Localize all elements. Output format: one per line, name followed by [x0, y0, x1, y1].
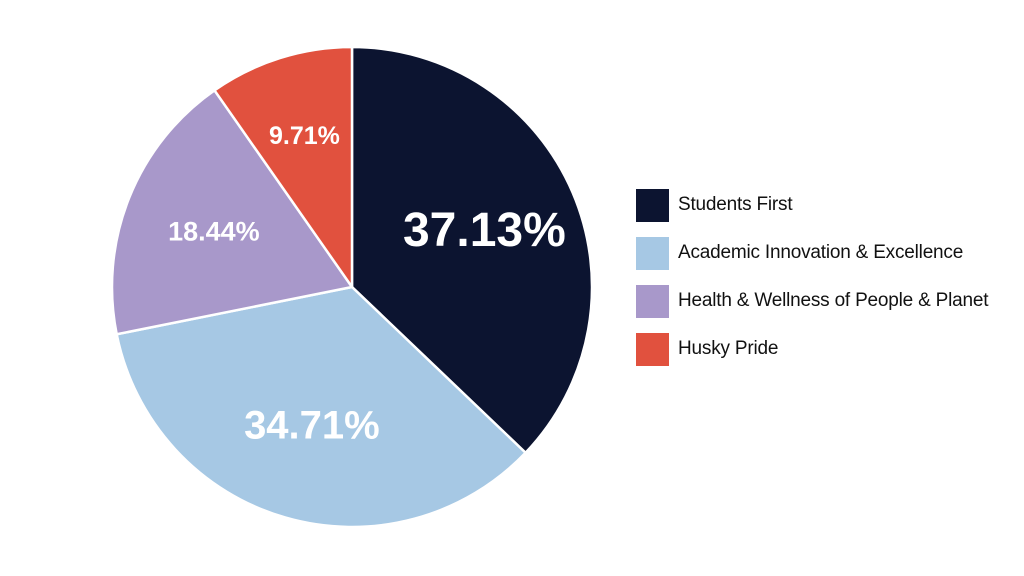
legend-label: Academic Innovation & Excellence	[678, 242, 964, 263]
legend-item-health-and-wellness-of-people-and-planet: Health & Wellness of People & Planet	[636, 284, 989, 318]
legend-swatch	[636, 188, 669, 222]
legend-label: Health & Wellness of People & Planet	[678, 290, 989, 311]
pie-slice-students-first	[350, 45, 594, 455]
pie-slice-husky-pride	[213, 45, 354, 289]
legend-item-husky-pride: Husky Pride	[636, 332, 988, 366]
legend-swatch	[636, 284, 669, 318]
legend-item-students-first: Students First	[636, 188, 988, 222]
legend-swatch	[636, 332, 669, 366]
legend: Students First Academic Innovation & Exce…	[636, 188, 989, 380]
slice-value-label-husky-pride: 9.71%	[269, 122, 340, 150]
slice-value-label-academic-innovation-and-excellence: 34.71%	[244, 403, 380, 447]
slice-value-label-students-first: 37.13%	[403, 204, 566, 257]
pie-slice-academic-innovation-and-excellence	[115, 285, 527, 529]
slice-value-label-health-and-wellness-of-people-and-planet: 18.44%	[168, 217, 260, 247]
legend-label: Students First	[678, 194, 793, 215]
legend-item-academic-innovation-and-excellence: Academic Innovation & Excellence	[636, 236, 988, 270]
legend-swatch	[636, 236, 669, 270]
legend-label: Husky Pride	[678, 338, 779, 359]
pie-slice-health-and-wellness-of-people-and-planet	[110, 89, 354, 336]
